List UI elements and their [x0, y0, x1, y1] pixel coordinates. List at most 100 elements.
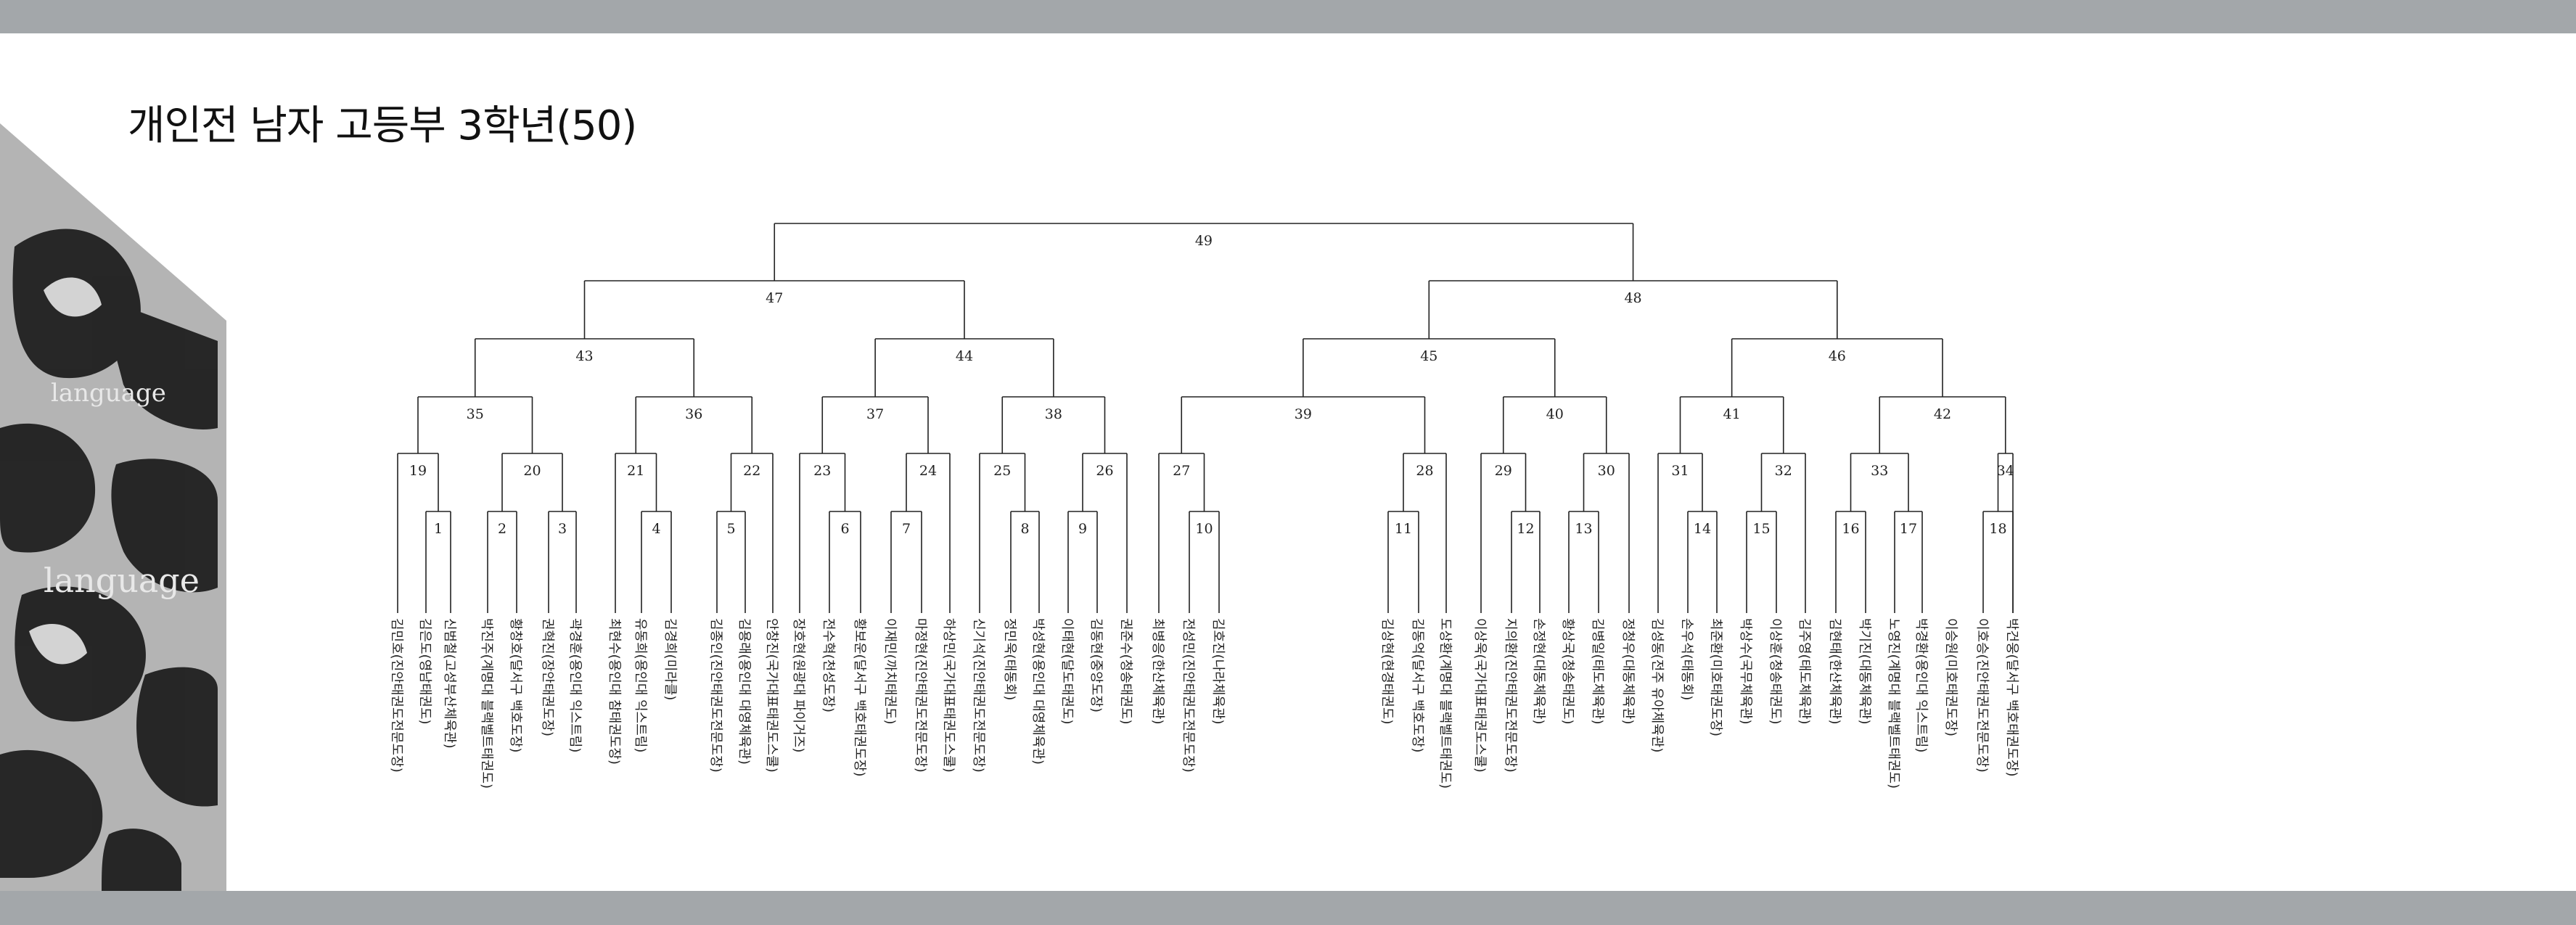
player-name: 신범철(고성부산체육관): [442, 618, 457, 749]
match-number-35: 35: [467, 406, 484, 422]
match-number-29: 29: [1495, 463, 1512, 479]
match-number-30: 30: [1598, 463, 1615, 479]
player-name: 손우석(태동회): [1679, 618, 1694, 700]
player-name: 장호현(원광대 파이거즈): [791, 618, 806, 752]
player-name: 김은도(영남태권도): [417, 618, 432, 725]
match-number-19: 19: [409, 463, 427, 479]
match-number-28: 28: [1416, 463, 1433, 479]
player-name: 김동현(중앙도장): [1088, 618, 1104, 712]
match-number-43: 43: [575, 348, 593, 364]
match-number-33: 33: [1871, 463, 1888, 479]
match-number-31: 31: [1671, 463, 1689, 479]
match-number-1: 1: [434, 521, 443, 537]
match-number-22: 22: [743, 463, 760, 479]
player-name: 김상현(현경태권도): [1379, 618, 1395, 725]
player-name: 김주영(태도체육관): [1797, 618, 1812, 725]
match-number-7: 7: [902, 521, 911, 537]
player-name: 정청우(대동체육관): [1620, 618, 1636, 725]
player-name: 지의환(진안태권도전문도장): [1503, 618, 1518, 773]
player-name: 황보운(달서구 백호태권도장): [852, 618, 867, 777]
player-name: 김병일(태도체육관): [1590, 618, 1605, 725]
match-number-8: 8: [1020, 521, 1029, 537]
player-name: 이재민(까치태권도): [882, 618, 898, 725]
match-number-14: 14: [1694, 521, 1711, 537]
match-number-47: 47: [766, 290, 783, 306]
match-number-44: 44: [956, 348, 973, 364]
player-name: 이태현(달도태권도): [1059, 618, 1075, 725]
player-name: 박상수(국무체육관): [1738, 618, 1753, 725]
player-name: 최현수(용인대 참태권도장): [607, 618, 622, 765]
player-name: 김민호(진안태권도전문도장): [389, 618, 404, 773]
match-number-10: 10: [1195, 521, 1213, 537]
player-name: 전성민(진안태권도전문도장): [1181, 618, 1196, 773]
player-name: 최병응(한산체육관): [1150, 618, 1165, 725]
match-number-26: 26: [1096, 463, 1113, 479]
decor-word-2: language: [44, 561, 200, 600]
player-name: 김용래(용인대 대영체육관): [737, 618, 752, 765]
decor-word-1: language: [51, 379, 166, 408]
match-number-41: 41: [1723, 406, 1741, 422]
match-number-13: 13: [1575, 521, 1592, 537]
match-number-23: 23: [813, 463, 831, 479]
player-name: 박건웅(달서구 백호태권도장): [2004, 618, 2019, 777]
match-number-37: 37: [866, 406, 884, 422]
match-number-17: 17: [1900, 521, 1917, 537]
player-name: 이승원(미호태권도장): [1943, 618, 1958, 736]
match-number-16: 16: [1842, 521, 1859, 537]
match-number-27: 27: [1173, 463, 1190, 479]
player-name: 김현태(한산체육관): [1827, 618, 1842, 725]
match-number-12: 12: [1517, 521, 1534, 537]
player-name: 황상국(청송태권도): [1560, 618, 1575, 725]
player-name: 김종인(진안태권도전문도장): [708, 618, 723, 773]
player-name: 손정현(대동체육관): [1531, 618, 1546, 725]
match-number-3: 3: [558, 521, 567, 537]
match-number-6: 6: [840, 521, 849, 537]
player-name: 곽경훈(용인대 익스트림): [567, 618, 583, 752]
match-number-18: 18: [1989, 521, 2006, 537]
match-number-36: 36: [685, 406, 702, 422]
match-number-39: 39: [1295, 406, 1312, 422]
player-name: 안창진(국가대표태권도스쿨): [764, 618, 779, 773]
player-name: 박진주(계명대 블랙벨트태권도): [479, 618, 494, 789]
match-number-34: 34: [1997, 463, 2014, 479]
player-name: 하상민(국가대표태권도스쿨): [941, 618, 956, 773]
match-number-42: 42: [1934, 406, 1951, 422]
player-name: 최준환(미호태권도장): [1708, 618, 1723, 736]
match-number-5: 5: [726, 521, 735, 537]
player-name: 유동희(용인대 익스트림): [633, 618, 648, 752]
player-name: 도상환(계명대 블랙벨트태권도): [1437, 618, 1453, 789]
top-band: [0, 0, 2576, 33]
match-number-48: 48: [1624, 290, 1641, 306]
match-number-38: 38: [1045, 406, 1062, 422]
player-name: 전수혁(천성도장): [821, 618, 836, 712]
match-number-49: 49: [1195, 233, 1213, 249]
player-name: 김호진(나라체육관): [1210, 618, 1226, 725]
match-number-15: 15: [1752, 521, 1770, 537]
match-number-25: 25: [993, 463, 1011, 479]
player-name: 황창호(달서구 백호도장): [508, 618, 523, 752]
player-name: 김동억(달서구 백호도장): [1410, 618, 1425, 752]
player-name: 신기석(진안태권도전문도장): [971, 618, 986, 773]
match-number-45: 45: [1420, 348, 1437, 364]
player-name: 이상훈(청송태권도): [1768, 618, 1783, 725]
player-name: 노영진(계명대 블랙벨트태권도): [1886, 618, 1901, 789]
player-name: 박기진(대동체육관): [1857, 618, 1872, 725]
match-number-20: 20: [523, 463, 541, 479]
match-number-40: 40: [1546, 406, 1564, 422]
player-name: 박성현(용인대 대영체육관): [1030, 618, 1046, 765]
page-title: 개인전 남자 고등부 3학년(50): [128, 102, 637, 149]
match-number-24: 24: [919, 463, 937, 479]
player-name: 김성동(전주 유아체육관): [1649, 618, 1665, 752]
player-name: 김경희(미라클): [663, 618, 678, 700]
match-number-9: 9: [1078, 521, 1087, 537]
match-number-46: 46: [1829, 348, 1846, 364]
match-number-2: 2: [498, 521, 506, 537]
player-name: 마정현(진안태권도전문도장): [913, 618, 928, 773]
player-name: 박경환(용인대 익스트림): [1913, 618, 1929, 752]
bottom-band: [0, 891, 2576, 925]
player-name: 이호승(진안태권도전문도장): [1974, 618, 1990, 773]
decorative-art-panel: language language: [0, 123, 226, 891]
match-number-11: 11: [1395, 521, 1412, 537]
player-name: 정민욱(태동회): [1002, 618, 1017, 700]
